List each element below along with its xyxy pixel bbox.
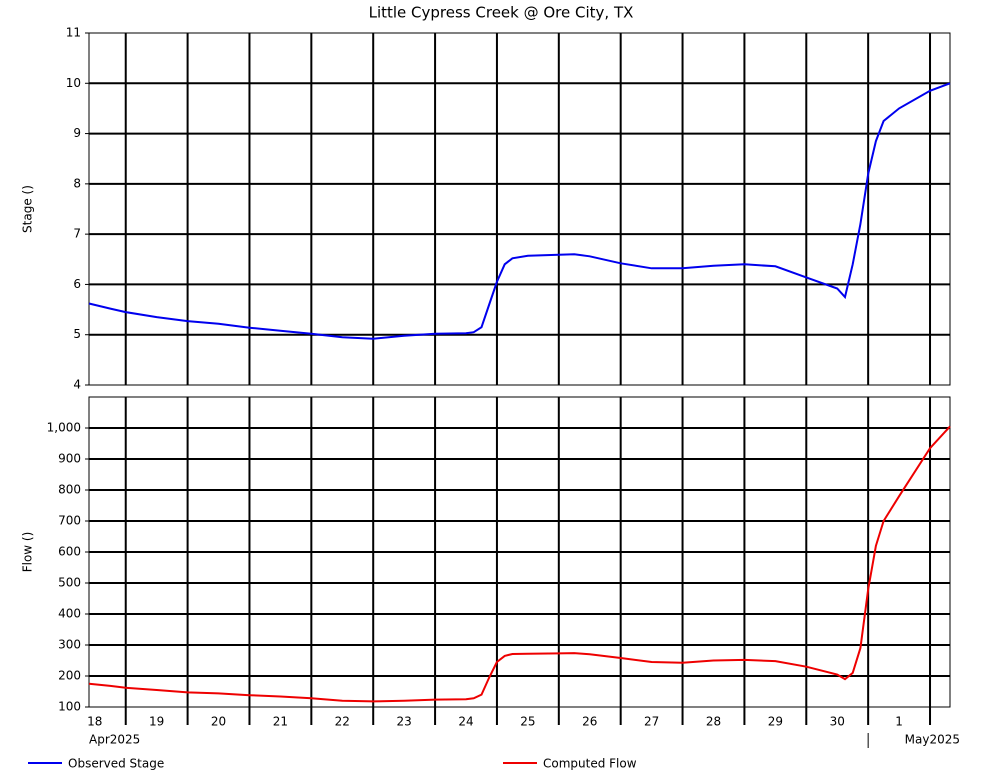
x-tick-label: 22 (335, 715, 350, 729)
y-tick-label: 1,000 (47, 421, 81, 435)
y-tick-label: 4 (73, 378, 81, 392)
legend-label: Computed Flow (543, 757, 637, 771)
y-tick-label: 11 (66, 26, 81, 40)
y-tick-label: 300 (58, 638, 81, 652)
y-tick-label: 100 (58, 700, 81, 714)
y-tick-label: 800 (58, 483, 81, 497)
y-tick-label: 10 (66, 76, 81, 90)
y-axis-label: Flow () (21, 532, 35, 573)
y-tick-label: 7 (73, 227, 81, 241)
x-tick-label: 18 (87, 715, 102, 729)
x-tick-label: 26 (582, 715, 597, 729)
x-tick-label: 30 (830, 715, 845, 729)
y-tick-label: 6 (73, 277, 81, 291)
y-tick-label: 700 (58, 514, 81, 528)
series-line (88, 425, 951, 703)
y-tick-label: 500 (58, 576, 81, 590)
y-tick-label: 900 (58, 452, 81, 466)
x-tick-label: 29 (768, 715, 783, 729)
chart-title: Little Cypress Creek @ Ore City, TX (369, 4, 634, 22)
x-tick-label: 28 (706, 715, 721, 729)
x-tick-label: 23 (397, 715, 412, 729)
x-tick-label: 24 (458, 715, 473, 729)
plot-area (88, 32, 951, 386)
y-tick-label: 9 (73, 126, 81, 140)
y-tick-label: 600 (58, 545, 81, 559)
x-tick-label: 1 (895, 715, 903, 729)
month-label: May2025 (905, 733, 960, 747)
x-tick-label: 27 (644, 715, 659, 729)
series-line (88, 82, 951, 340)
x-tick-label: 20 (211, 715, 226, 729)
y-tick-label: 400 (58, 607, 81, 621)
legend-label: Observed Stage (68, 757, 164, 771)
y-tick-label: 8 (73, 176, 81, 190)
y-axis-label: Stage () (21, 185, 35, 233)
y-tick-label: 5 (73, 327, 81, 341)
y-tick-label: 200 (58, 669, 81, 683)
month-label: Apr2025 (89, 733, 140, 747)
x-tick-label: 19 (149, 715, 164, 729)
x-tick-label: 21 (273, 715, 288, 729)
x-tick-label: 25 (520, 715, 535, 729)
